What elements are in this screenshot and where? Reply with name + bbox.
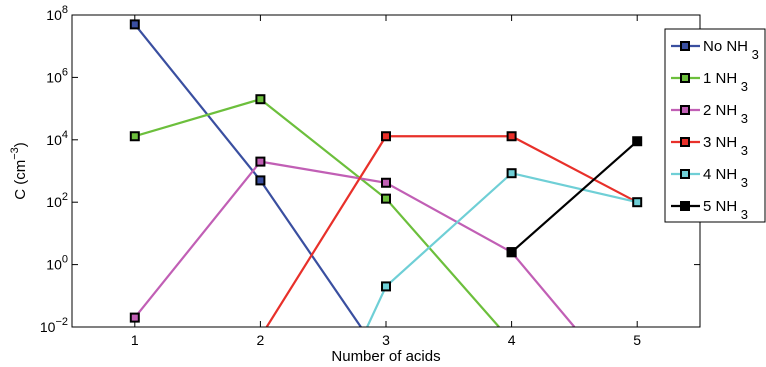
legend-label: No NH 3 [703, 38, 759, 62]
marker-layer [129, 19, 643, 323]
legend-swatch-marker [680, 73, 690, 83]
data-point-marker [255, 94, 266, 105]
x-tick-label: 1 [131, 332, 139, 348]
legend-label: 4 NH 3 [703, 166, 748, 190]
legend-swatch-marker [680, 137, 690, 147]
series-line-3-nh3 [265, 135, 638, 327]
legend-swatch-marker [680, 105, 690, 115]
y-tick-label: 100 [46, 254, 68, 273]
legend-swatch-marker [680, 41, 690, 51]
y-tick-label: 106 [46, 66, 68, 85]
series-line-4-nh3 [366, 171, 638, 327]
legend-swatch-marker [680, 169, 690, 179]
plot-area [72, 15, 700, 327]
legend-label: 1 NH 3 [703, 70, 748, 94]
y-tick-label: 10−2 [40, 316, 68, 335]
legend-label: 5 NH 3 [703, 198, 748, 222]
data-point-marker [381, 281, 391, 292]
data-point-marker [129, 19, 140, 30]
x-axis-label: Number of acids [331, 348, 440, 365]
data-point-marker [506, 168, 517, 179]
x-tick-label: 5 [633, 332, 641, 348]
data-point-marker [632, 136, 643, 147]
data-point-marker [381, 193, 391, 204]
data-point-marker [129, 312, 140, 323]
data-point-marker [506, 131, 517, 142]
legend-label: 3 NH 3 [703, 134, 748, 158]
series-line-5-nh3 [510, 140, 638, 254]
data-point-marker [381, 131, 391, 142]
y-axis-label-exponent: −3 [9, 147, 21, 160]
data-point-marker [129, 131, 140, 142]
x-tick-label: 4 [508, 332, 516, 348]
data-point-marker [255, 156, 266, 167]
legend-swatch-marker [680, 201, 690, 211]
legend: No NH 3 1 NH 3 2 NH 3 3 NH 3 4 NH 3 5 NH 3 [664, 28, 766, 223]
y-tick-label: 104 [46, 129, 68, 148]
data-point-marker [632, 197, 643, 208]
legend-box [664, 28, 766, 223]
series-line-1-nh3 [134, 97, 500, 327]
axis-layer: 1 2 3 4 5 10−2 100 102 104 106 108 [40, 4, 700, 348]
y-axis-label-main: C (cm [12, 160, 29, 200]
data-point-marker [255, 175, 266, 186]
y-tick-label: 102 [46, 191, 68, 210]
x-tick-label: 3 [382, 332, 390, 348]
y-axis-label-close: ) [12, 142, 29, 147]
x-tick-label: 2 [257, 332, 265, 348]
legend-label: 2 NH 3 [703, 102, 748, 126]
y-tick-label: 108 [46, 4, 68, 23]
data-point-marker [381, 177, 391, 188]
data-point-marker [506, 247, 517, 258]
y-axis-label: C (cm−3) [9, 142, 29, 200]
